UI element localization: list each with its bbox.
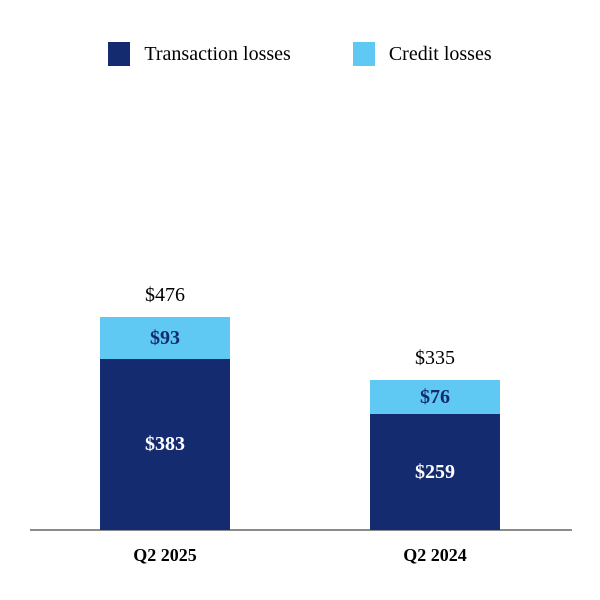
total-value-label: $476 (145, 284, 185, 306)
legend-item-transaction-losses: Transaction losses (108, 42, 291, 66)
bar-segment-credit-losses: $76 (370, 380, 500, 414)
segment-value-label: $383 (145, 433, 185, 455)
segment-value-label: $259 (415, 460, 455, 483)
legend-label-credit-losses: Credit losses (388, 42, 492, 65)
legend-label-transaction-losses: Transaction losses (144, 42, 291, 65)
segment-value-label: $93 (150, 326, 180, 349)
bar-segment-transaction-losses: $383 (100, 359, 230, 530)
bar-segment-credit-losses: $93 (100, 317, 230, 359)
legend-item-credit-losses: Credit losses (352, 42, 492, 66)
x-axis-line (30, 529, 572, 531)
category-label: Q2 2024 (403, 545, 467, 565)
category-label: Q2 2025 (133, 545, 197, 565)
legend: Transaction losses Credit losses (0, 42, 600, 66)
segment-value-label: $76 (420, 385, 450, 408)
credit-losses-swatch-icon (352, 42, 375, 66)
total-value-label: $335 (415, 347, 455, 369)
transaction-losses-swatch-icon (108, 42, 131, 66)
bar-segment-transaction-losses: $259 (370, 414, 500, 530)
